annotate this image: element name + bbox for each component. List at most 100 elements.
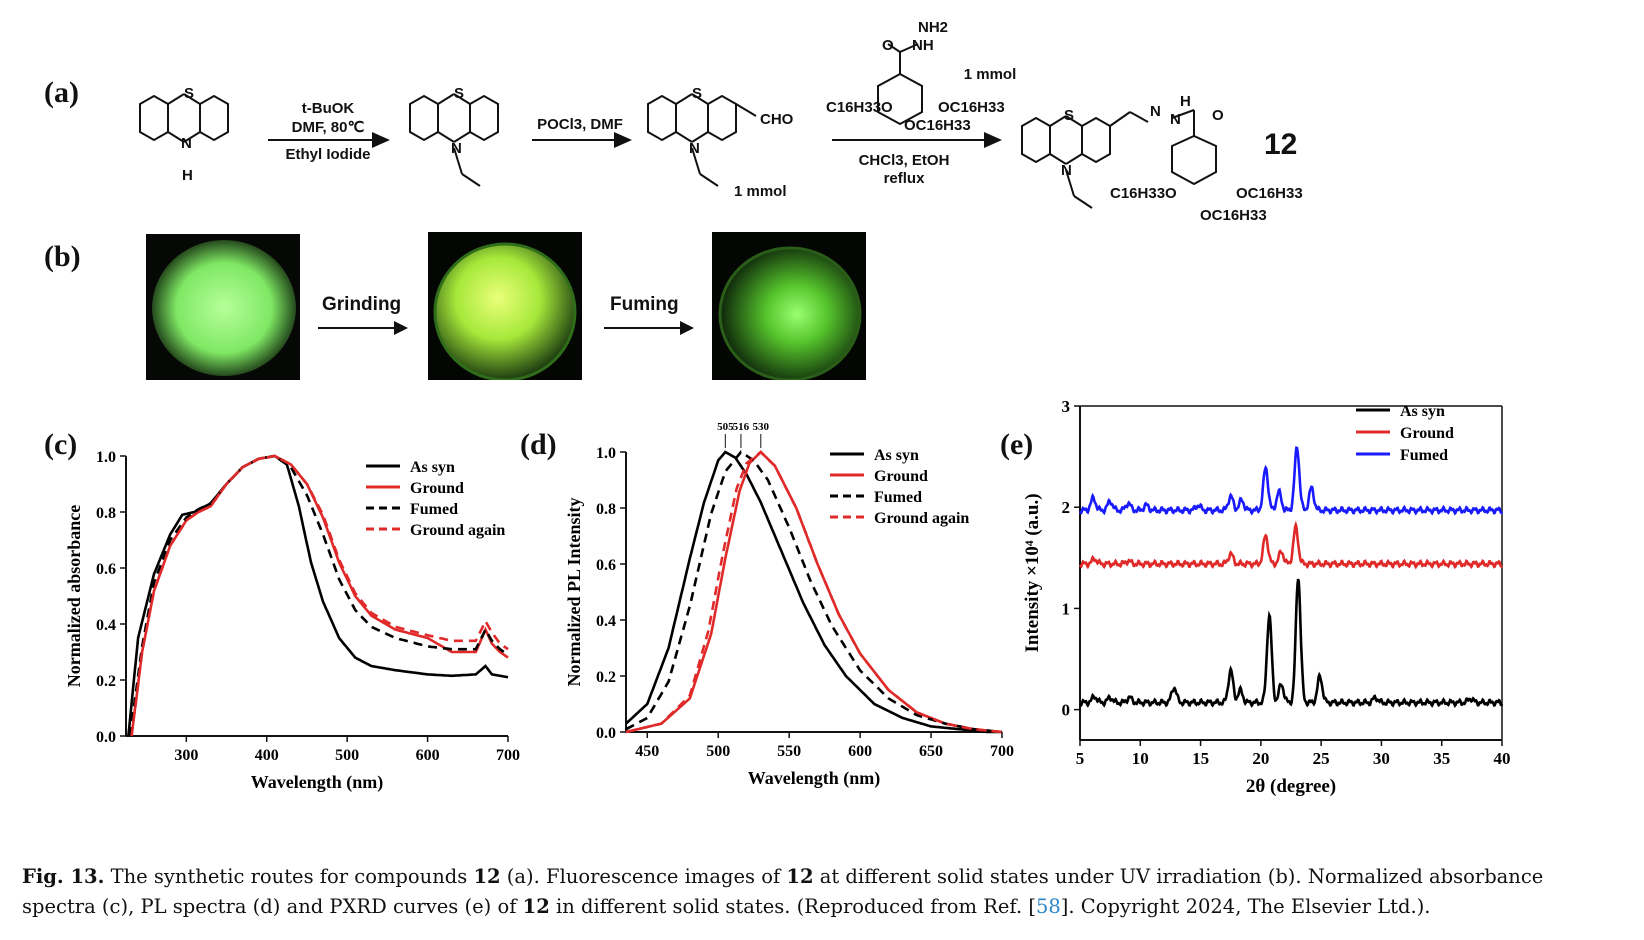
legend-entry: As syn bbox=[874, 447, 919, 464]
series-line-as-syn bbox=[1078, 578, 1504, 708]
step3-reagent-amount: 1 mmol bbox=[963, 66, 1017, 83]
legend-entry: Ground bbox=[874, 468, 928, 485]
photo-ground-glow bbox=[428, 232, 582, 380]
x-tick-label: 700 bbox=[990, 743, 1014, 760]
x-tick-label: 400 bbox=[255, 747, 279, 764]
grinding-arrow bbox=[318, 321, 408, 335]
hydrazide-reagent bbox=[877, 43, 923, 126]
step1-reagent: t-BuOK bbox=[301, 100, 355, 117]
hydrazone-N-label: N bbox=[1170, 111, 1181, 128]
legend-entry: Fumed bbox=[410, 501, 458, 518]
panel-label-e: (e) bbox=[1000, 428, 1034, 461]
peak-label: 505 bbox=[717, 421, 734, 433]
y-axis-label: Intensity ×10⁴ (a.u.) bbox=[1022, 493, 1043, 652]
product-number-label: 12 bbox=[1264, 128, 1298, 161]
legend-entry: Ground again bbox=[410, 522, 505, 539]
legend-entry: Ground bbox=[1400, 425, 1454, 442]
y-tick-label: 0.4 bbox=[96, 617, 116, 634]
x-tick-label: 15 bbox=[1192, 749, 1209, 768]
atom-N-1: N bbox=[181, 135, 192, 152]
product-right-chain: OC16H33 bbox=[1236, 185, 1303, 202]
y-tick-label: 0.8 bbox=[596, 501, 616, 518]
pl-chart: 450 500 550 600 650 700 0.0 0.2 0.4 0.6 0.8 1.0 Wave… bbox=[564, 421, 1014, 789]
atom-S-1: S bbox=[184, 85, 194, 102]
reagent-right-chain: OC16H33 bbox=[938, 99, 1005, 116]
caption-text-5: ]. Copyright 2024, The Elsevier Ltd.). bbox=[1060, 895, 1431, 918]
photo-ground bbox=[428, 232, 582, 380]
x-tick-label: 20 bbox=[1252, 749, 1269, 768]
y-tick-label: 1.0 bbox=[96, 449, 116, 466]
panel-label-c: (c) bbox=[44, 428, 78, 461]
grinding-label: Grinding bbox=[322, 294, 402, 315]
step3-solvent: CHCl3, EtOH bbox=[858, 152, 950, 169]
fuming-arrow bbox=[604, 321, 694, 335]
ethyl-phenothiazine-molecule bbox=[409, 93, 499, 187]
caption-text-1: The synthetic routes for compounds bbox=[104, 865, 474, 888]
legend-entry: Ground bbox=[410, 480, 464, 497]
legend-entry: Fumed bbox=[874, 489, 922, 506]
y-tick-label: 0.2 bbox=[596, 669, 616, 686]
x-tick-label: 25 bbox=[1313, 749, 1330, 768]
absorbance-chart: 300 400 500 600 700 0.0 0.2 0.4 0.6 0.8 1.0 Wavelen… bbox=[64, 449, 520, 793]
y-tick-label: 3 bbox=[1062, 397, 1071, 416]
x-tick-label: 550 bbox=[777, 743, 801, 760]
caption-reference-link[interactable]: 58 bbox=[1035, 895, 1061, 918]
legend-entry: As syn bbox=[1400, 403, 1445, 420]
caption-text-4: in different solid states. (Reproduced f… bbox=[549, 895, 1036, 918]
legend-entry: Fumed bbox=[1400, 447, 1448, 464]
photo-fumed bbox=[712, 232, 866, 380]
atom-S-2: S bbox=[454, 85, 464, 102]
step2-reagents: POCl3, DMF bbox=[537, 116, 623, 133]
atom-N-4: N bbox=[1061, 162, 1072, 179]
y-tick-label: 0.0 bbox=[96, 729, 116, 746]
caption-compound-3: 12 bbox=[522, 895, 550, 918]
atom-S-3: S bbox=[692, 85, 702, 102]
peak-label: 530 bbox=[753, 421, 770, 433]
x-tick-label: 500 bbox=[706, 743, 730, 760]
step1-solvent: DMF, 80℃ bbox=[291, 119, 365, 136]
series-line-ground bbox=[130, 454, 509, 737]
step3-condition: reflux bbox=[883, 170, 925, 187]
product-molecule bbox=[1021, 109, 1217, 209]
y-tick-label: 0.2 bbox=[96, 673, 116, 690]
caption-fig-label: Fig. 13. bbox=[22, 865, 105, 888]
photo-as-synthesized-glow bbox=[146, 234, 300, 380]
legend-entry: As syn bbox=[410, 459, 455, 476]
x-tick-label: 600 bbox=[848, 743, 872, 760]
series-line-ground-again bbox=[625, 450, 1003, 734]
aldehyde-molecule bbox=[647, 93, 757, 187]
aldehyde-amount-label: 1 mmol bbox=[734, 183, 787, 200]
x-tick-label: 700 bbox=[496, 747, 520, 764]
atom-N-2: N bbox=[451, 140, 462, 157]
hydrazide-NH-label: NH bbox=[912, 37, 934, 54]
atom-N-3: N bbox=[689, 140, 700, 157]
x-tick-label: 500 bbox=[335, 747, 359, 764]
y-axis-label: Normalized absorbance bbox=[64, 505, 84, 687]
x-axis-label: Wavelength (nm) bbox=[251, 772, 384, 793]
aldehyde-cho-label: CHO bbox=[760, 111, 794, 128]
series-line-as-syn bbox=[127, 454, 509, 737]
y-tick-label: 0.0 bbox=[596, 725, 616, 742]
hydrazide-NH2-label: NH2 bbox=[918, 19, 948, 36]
imine-N-label: N bbox=[1150, 103, 1161, 120]
y-axis-label: Normalized PL Intensity bbox=[564, 498, 584, 687]
reagent-left-chain: C16H33O bbox=[826, 99, 893, 116]
synthesis-scheme: S N H S N S N CHO 1 mmol O NH NH2 C16H33… bbox=[139, 19, 1303, 224]
caption-compound-2: 12 bbox=[786, 865, 814, 888]
caption-text-3: at different solid states under UV irrad… bbox=[22, 865, 1544, 918]
series-line-as-syn bbox=[625, 450, 1002, 734]
x-tick-label: 35 bbox=[1433, 749, 1450, 768]
step1-alkylating-agent: Ethyl Iodide bbox=[285, 146, 371, 163]
pxrd-chart: 5 10 15 20 25 30 35 40 0 1 2 3 2θ (degree) Intensity … bbox=[1022, 397, 1511, 797]
x-axis-label: 2θ (degree) bbox=[1246, 776, 1336, 797]
y-tick-label: 0.6 bbox=[96, 561, 116, 578]
y-tick-label: 1 bbox=[1062, 599, 1071, 618]
atom-H-1: H bbox=[182, 167, 193, 184]
phenothiazine-molecule bbox=[139, 93, 229, 143]
peak-label: 516 bbox=[733, 421, 750, 433]
x-tick-label: 300 bbox=[174, 747, 198, 764]
product-bottom-chain: OC16H33 bbox=[1200, 207, 1267, 224]
y-tick-label: 0.6 bbox=[596, 557, 616, 574]
fuming-label: Fuming bbox=[610, 294, 679, 315]
panel-label-a: (a) bbox=[44, 76, 79, 109]
